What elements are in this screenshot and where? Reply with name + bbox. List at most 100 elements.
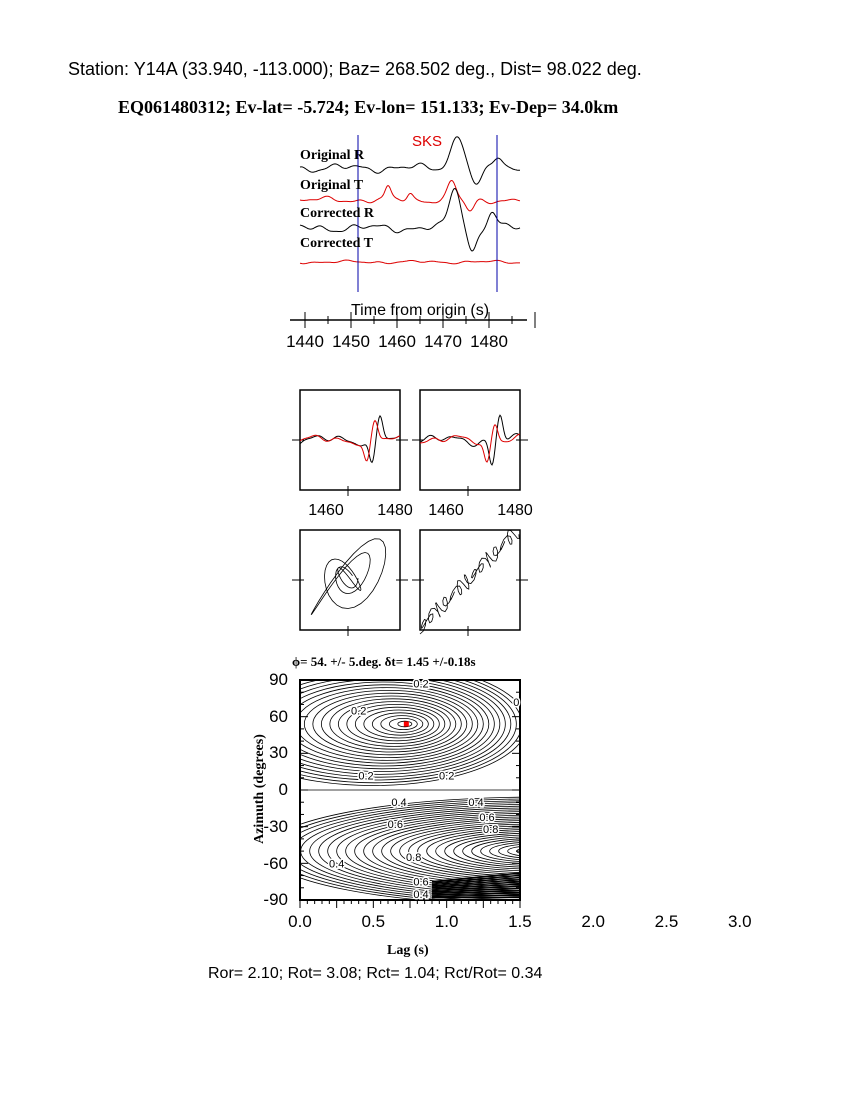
contour-line [363,709,435,739]
contour-line [431,889,521,895]
trace-corrected-r [299,187,521,252]
contour-line [480,840,520,862]
contour-line [431,878,521,887]
contour-line [329,698,457,750]
contour-label: 0.4 [329,858,344,870]
contour-line [300,798,520,900]
contour-line [327,809,520,893]
panel-frame [299,529,401,631]
y-tick-label: 90 [269,670,288,689]
contour-label: 0.4 [413,889,428,901]
contour-line [431,894,521,898]
contour-label: 0.2 [439,770,454,782]
trace-label: Corrected R [300,206,374,221]
contour-line [435,831,520,872]
contour-line [300,680,495,770]
contour-line [300,680,520,786]
contour-line [431,885,521,892]
contour-line [453,834,520,868]
contour-line [300,680,517,781]
contour-line [516,848,520,854]
contour-line [300,680,506,775]
contour-line [399,823,520,879]
contour-line [526,849,544,853]
contour-line [320,695,462,753]
contour-line [498,844,520,859]
best-fit-marker [403,721,409,727]
x-tick-label: 1480 [470,332,508,351]
contour-line [431,887,521,893]
contour-label: 0.8 [406,852,421,864]
contour-line [303,690,473,759]
y-tick-label: -60 [263,853,288,873]
contour-line [431,874,521,884]
x-tick-label: 1.5 [508,912,532,931]
ratios-footer: Ror= 2.10; Rot= 3.08; Rct= 1.04; Rct/Rot… [208,965,543,982]
x-tick-label: 1450 [332,332,370,351]
contour-line [417,827,520,875]
contour-line [371,712,429,736]
contour-line [462,836,520,866]
contour-line [507,846,520,857]
x-tick-label: 2.0 [581,912,606,931]
trace-label: Original T [300,178,364,193]
contour-line [300,680,520,784]
contour-line [300,681,490,767]
x-tick-label: 1460 [308,502,344,519]
contour-line [444,832,520,870]
contour-line [431,876,521,886]
contour-lines [300,680,544,900]
particle-motion-corrected [419,529,520,635]
x-tick-label: 2.5 [654,912,679,931]
y-tick-label: -30 [263,816,288,836]
contour-label: 0 [513,697,519,709]
station-line: Station: Y14A (33.940, -113.000); Baz= 2… [68,59,642,79]
event-line: EQ061480312; Ev-lat= -5.724; Ev-lon= 151… [118,97,619,117]
x-tick-label: 1480 [497,502,533,519]
contour-line [300,804,520,899]
contour-label: 0.2 [351,706,366,718]
contour-line [388,718,418,731]
contour-line [363,816,520,886]
panel-frame [299,389,401,491]
trace-label: Corrected T [300,236,373,251]
contour-line [372,818,520,884]
contour-title: ϕ= 54. +/- 5.deg. δt= 1.45 +/-0.18s [292,654,476,669]
contour-line [300,680,512,778]
panel-frame [419,529,521,631]
y-tick-label: -90 [263,890,288,910]
y-tick-label: 0 [278,780,288,800]
contour-label: 0.6 [388,819,403,831]
contour-line [354,706,440,742]
phase-label: SKS [412,133,443,150]
contour-line [346,704,446,745]
contour-line [337,701,451,747]
trace-corrected-t [299,259,520,265]
contour-line [380,715,424,733]
contour-line [431,892,521,896]
x-tick-label: 1470 [424,332,462,351]
x-tick-label: 1480 [377,502,413,519]
contour-line [309,805,520,897]
trace-original-t [299,179,521,212]
x-tick-label: 1460 [428,502,464,519]
contour-line [300,802,520,900]
contour-line [300,680,501,772]
contour-line [354,814,520,888]
contour-line [390,822,520,881]
contour-line [300,684,484,764]
contour-line [431,881,521,889]
contour-line [312,692,468,756]
x-tick-label: 3.0 [727,912,752,931]
y-tick-label: 60 [269,706,288,726]
contour-line [381,820,520,882]
y-tick-label: 30 [269,743,288,763]
contour-line [471,838,520,864]
contour-label: 0.6 [413,877,428,889]
contour-line [300,800,520,900]
trace-original-r [299,136,521,185]
contour-label: 0.4 [468,797,483,809]
contour-line [426,829,520,873]
